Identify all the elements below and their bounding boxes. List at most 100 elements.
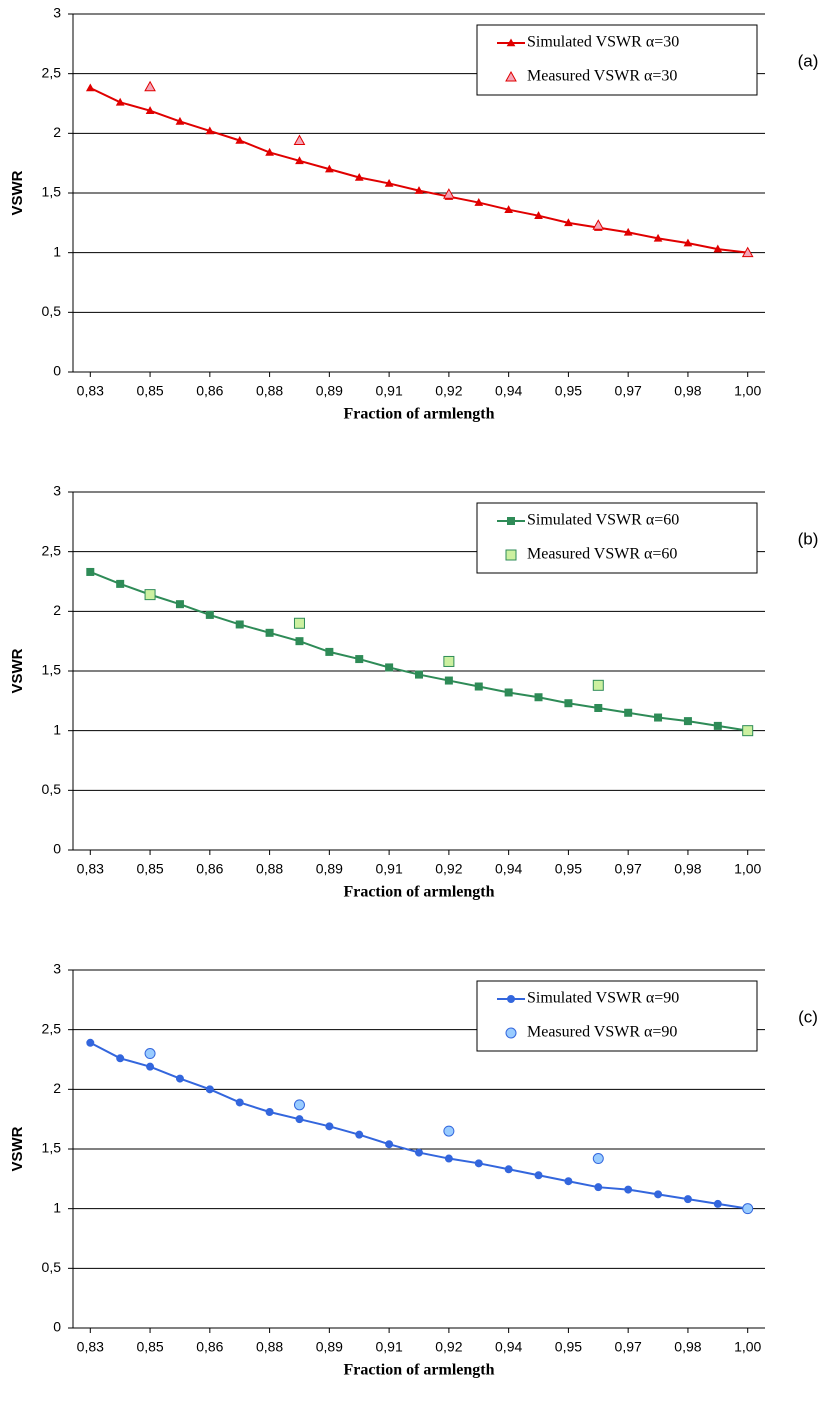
legend-label: Simulated VSWR α=30	[527, 34, 679, 51]
marker	[654, 713, 663, 722]
legend-label: Measured VSWR α=60	[527, 546, 677, 563]
x-tick-label: 0,89	[316, 383, 343, 399]
marker	[295, 637, 304, 646]
marker	[146, 1062, 155, 1071]
x-tick-label: 0,94	[495, 383, 522, 399]
marker	[594, 1183, 603, 1192]
y-tick-label: 2	[53, 602, 61, 618]
marker	[594, 703, 603, 712]
x-tick-label: 0,86	[196, 861, 223, 877]
marker	[506, 38, 516, 47]
y-tick-label: 0	[53, 1319, 61, 1335]
marker	[116, 579, 125, 588]
x-tick-label: 0,83	[77, 1339, 104, 1355]
marker	[443, 655, 455, 667]
y-axis-title: VSWR	[9, 170, 26, 215]
series-line	[89, 571, 748, 732]
panel-label: (c)	[798, 1007, 818, 1026]
marker	[384, 178, 394, 187]
x-tick-label: 0,92	[435, 383, 462, 399]
marker	[653, 233, 663, 242]
x-tick-label: 0,91	[375, 861, 402, 877]
marker	[265, 628, 274, 637]
x-tick-label: 0,92	[435, 1339, 462, 1355]
marker	[86, 567, 95, 576]
y-tick-label: 2	[53, 1080, 61, 1096]
marker	[741, 246, 754, 258]
y-tick-label: 1	[53, 721, 61, 737]
y-axis-title: VSWR	[9, 1126, 26, 1171]
marker	[683, 1195, 692, 1204]
series-line	[89, 87, 748, 254]
marker	[624, 708, 633, 717]
marker	[654, 1190, 663, 1199]
marker	[592, 219, 605, 230]
x-tick-label: 0,85	[136, 861, 163, 877]
y-tick-label: 1,5	[42, 1140, 62, 1156]
marker	[265, 1108, 274, 1117]
x-tick-label: 0,97	[615, 1339, 642, 1355]
x-tick-label: 0,88	[256, 1339, 283, 1355]
y-tick-label: 1	[53, 1199, 61, 1215]
marker	[504, 688, 513, 697]
marker	[235, 135, 245, 144]
marker	[116, 1054, 125, 1063]
y-tick-label: 3	[53, 5, 61, 21]
marker	[713, 1199, 722, 1208]
marker	[742, 1203, 754, 1215]
x-axis-title: Fraction of armlength	[343, 884, 494, 901]
marker	[474, 1159, 483, 1168]
marker	[534, 1171, 543, 1180]
marker	[415, 1148, 423, 1157]
x-tick-label: 0,83	[77, 383, 104, 399]
y-tick-label: 0,5	[42, 1259, 62, 1275]
marker	[355, 655, 364, 664]
y-tick-label: 1,5	[42, 184, 62, 200]
marker	[414, 186, 424, 194]
marker	[504, 205, 513, 214]
x-tick-label: 0,98	[674, 383, 701, 399]
chart: 0 0,5 1 1,5 2 2,5 3 0,83 0,85 0,86 0,88 0,89 0,91 0,9…	[9, 5, 818, 423]
marker	[505, 70, 517, 82]
x-tick-label: 0,88	[256, 861, 283, 877]
marker	[444, 676, 453, 685]
marker	[295, 156, 304, 165]
marker	[293, 617, 305, 629]
marker	[175, 116, 185, 125]
y-tick-label: 1	[53, 243, 61, 259]
marker	[623, 227, 633, 236]
x-tick-label: 0,89	[316, 1339, 343, 1355]
marker	[115, 97, 125, 106]
marker	[144, 80, 156, 92]
y-tick-label: 1,5	[42, 662, 62, 678]
marker	[86, 1038, 95, 1047]
x-tick-label: 0,95	[555, 383, 582, 399]
legend-box	[476, 980, 758, 1052]
legend-label: Simulated VSWR α=60	[527, 512, 679, 529]
x-tick-label: 1,00	[734, 1339, 761, 1355]
marker	[564, 1177, 573, 1186]
marker	[683, 717, 692, 726]
marker	[265, 147, 274, 156]
marker	[205, 610, 214, 619]
x-tick-label: 0,91	[375, 1339, 402, 1355]
marker	[415, 670, 423, 679]
marker	[474, 198, 484, 206]
x-tick-label: 0,86	[196, 383, 223, 399]
x-tick-label: 0,98	[674, 1339, 701, 1355]
marker	[325, 1122, 334, 1131]
marker	[175, 1074, 184, 1083]
chart: 0 0,5 1 1,5 2 2,5 3 0,83 0,85 0,86 0,88 0,89 0,91 0,9…	[9, 961, 818, 1379]
marker	[85, 83, 95, 92]
marker	[592, 1153, 604, 1165]
y-tick-label: 3	[53, 961, 61, 977]
marker	[235, 1098, 244, 1107]
marker	[355, 1130, 364, 1139]
marker	[624, 1185, 633, 1194]
x-axis-title: Fraction of armlength	[343, 1362, 494, 1379]
series-line	[89, 1041, 748, 1210]
marker	[505, 1027, 517, 1039]
y-tick-label: 0,5	[42, 303, 62, 319]
y-tick-label: 2	[53, 124, 61, 140]
marker	[564, 699, 573, 708]
